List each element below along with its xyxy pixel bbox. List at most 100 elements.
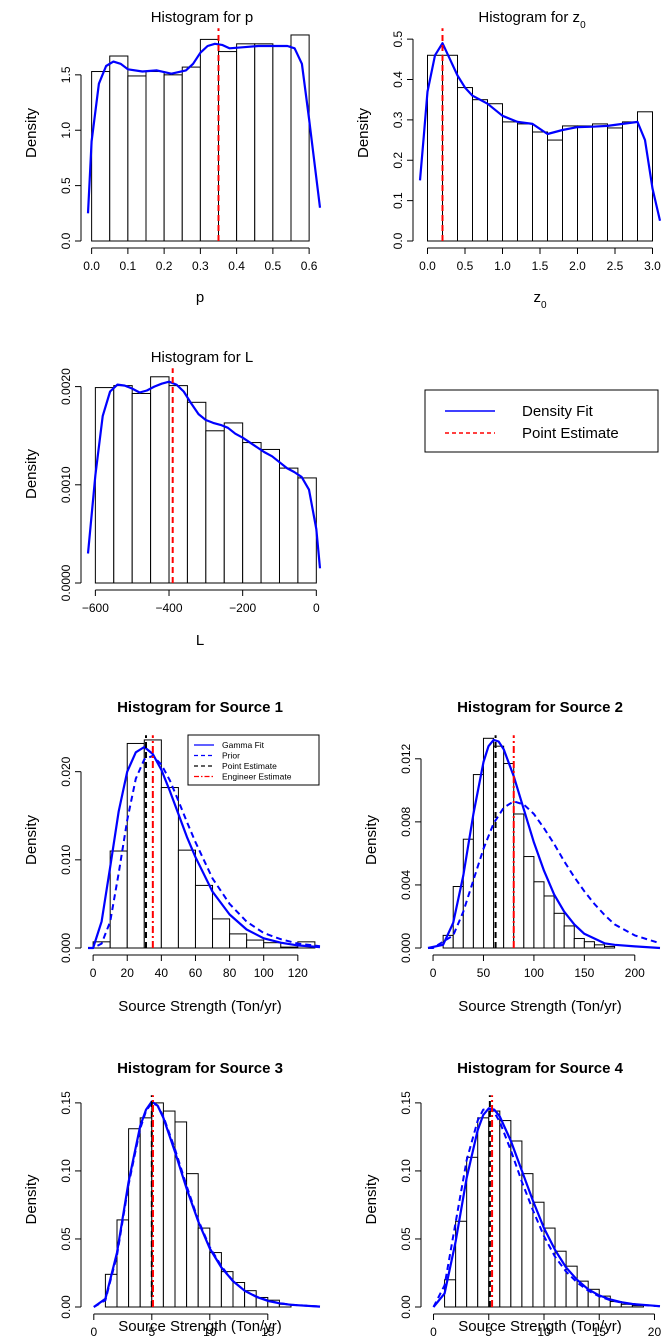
histogram-bar bbox=[177, 849, 196, 949]
x-tick-label: 20 bbox=[648, 1325, 662, 1336]
histogram-bar bbox=[583, 941, 595, 949]
x-tick-label: 0.1 bbox=[120, 259, 137, 273]
histogram-bar bbox=[607, 127, 623, 242]
gamma-fit-curve bbox=[88, 745, 321, 950]
y-tick-label: 0.00 bbox=[399, 1295, 413, 1319]
y-tick-label: 0.000 bbox=[399, 933, 413, 963]
panel-title: Histogram for Source 3 bbox=[117, 1060, 283, 1077]
y-tick-label: 0.3 bbox=[391, 111, 405, 128]
x-tick-label: 100 bbox=[524, 966, 544, 980]
histogram-bar bbox=[218, 51, 238, 242]
y-tick-label: 0.004 bbox=[399, 870, 413, 900]
x-tick-label: 5 bbox=[485, 1325, 492, 1336]
y-axis: 0.0 0.5 1.0 1.5 bbox=[59, 66, 82, 249]
bars bbox=[444, 1110, 644, 1308]
gamma-fit-curve bbox=[427, 738, 661, 950]
x-tick-label: 0.3 bbox=[192, 259, 209, 273]
x-axis: 0.0 0.5 1.0 1.5 2.0 2.5 3.0 bbox=[419, 247, 661, 273]
histogram-bar bbox=[280, 946, 299, 949]
x-axis: 0 5 10 15 bbox=[90, 1313, 275, 1336]
histogram-bar bbox=[290, 34, 310, 242]
x-tick-label: 10 bbox=[203, 1325, 217, 1336]
bars bbox=[92, 739, 316, 949]
y-axis-label: Density bbox=[363, 1174, 380, 1225]
histogram-bar bbox=[604, 945, 616, 949]
panel-title: Histogram for Source 2 bbox=[457, 699, 623, 716]
histogram-bar bbox=[212, 918, 231, 949]
histogram-bar bbox=[517, 123, 533, 242]
x-tick-label: 0.6 bbox=[301, 259, 318, 273]
histogram-bar bbox=[263, 942, 282, 949]
y-tick-label: 0.0020 bbox=[59, 368, 73, 405]
histogram-bar bbox=[113, 385, 133, 584]
histogram-bar bbox=[532, 1201, 545, 1308]
y-axis-label: Density bbox=[23, 1174, 40, 1225]
histogram-bar bbox=[131, 392, 152, 584]
y-tick-label: 0.05 bbox=[59, 1227, 73, 1251]
x-tick-label: 60 bbox=[189, 966, 203, 980]
gamma-fit-curve bbox=[432, 1107, 661, 1308]
histogram-panel-7: Histogram for Source 4 0 5 10 15 20 Source Str… bbox=[363, 1060, 661, 1336]
x-tick-label: 0.5 bbox=[457, 259, 474, 273]
x-axis-label: p bbox=[196, 289, 204, 306]
y-tick-label: 0.5 bbox=[59, 177, 73, 194]
histogram-bar bbox=[163, 74, 183, 242]
histogram-bar bbox=[197, 1227, 211, 1308]
histogram-bar bbox=[482, 737, 495, 949]
histogram-panel-3: Histogram for L −600 −400 −200 0 L 0.0000 0.001… bbox=[23, 349, 322, 649]
histogram-bar bbox=[592, 123, 608, 242]
x-tick-label: −600 bbox=[82, 601, 109, 615]
histogram-bar bbox=[246, 939, 265, 949]
y-axis: 0.000 0.004 0.008 0.012 bbox=[399, 743, 422, 963]
histogram-bar bbox=[523, 856, 535, 949]
histogram-bar bbox=[502, 121, 518, 242]
x-tick-label: −400 bbox=[156, 601, 183, 615]
legend-label: Engineer Estimate bbox=[222, 772, 292, 782]
legend-box bbox=[187, 734, 320, 786]
density-fit-curve bbox=[86, 380, 322, 569]
y-axis: 0.000 0.010 0.020 bbox=[59, 756, 82, 963]
histogram-bar bbox=[162, 1110, 176, 1308]
histogram-bar bbox=[205, 430, 225, 584]
bars bbox=[442, 737, 616, 949]
y-tick-label: 0.0000 bbox=[59, 564, 73, 601]
histogram-bar bbox=[260, 448, 280, 584]
histogram-bar bbox=[593, 944, 606, 949]
x-axis-label: L bbox=[196, 632, 204, 649]
histogram-bar bbox=[209, 1252, 222, 1308]
histogram-bar bbox=[91, 71, 111, 242]
x-axis: 0 20 40 60 80 100 120 bbox=[90, 954, 308, 980]
histogram-bar bbox=[532, 131, 548, 242]
x-tick-label: 0 bbox=[313, 601, 320, 615]
histogram-bar bbox=[442, 54, 458, 242]
histogram-bar bbox=[622, 121, 638, 242]
x-tick-label: 0.0 bbox=[419, 259, 436, 273]
histogram-bar bbox=[94, 387, 115, 584]
histogram-bar bbox=[466, 1156, 479, 1308]
y-axis: 0.0 0.1 0.2 0.3 0.4 0.5 bbox=[391, 30, 414, 249]
x-axis-label: z0 bbox=[533, 289, 547, 311]
histogram-panel-5: Histogram for Source 2 0 50 100 150 200 Source… bbox=[363, 699, 661, 1015]
x-tick-label: 1.0 bbox=[494, 259, 511, 273]
histogram-bar bbox=[116, 1219, 130, 1308]
y-tick-label: 0.10 bbox=[59, 1159, 73, 1183]
x-tick-label: 0.5 bbox=[265, 259, 282, 273]
panel-title: Histogram for z0 bbox=[478, 9, 586, 31]
prior-curve bbox=[88, 754, 321, 949]
density-fit-curve bbox=[418, 42, 662, 222]
histogram-bar bbox=[181, 66, 201, 242]
x-tick-label: 2.0 bbox=[569, 259, 586, 273]
y-tick-label: 0.0 bbox=[59, 232, 73, 249]
histogram-bar bbox=[168, 385, 188, 584]
histogram-bar bbox=[637, 111, 653, 242]
x-axis: 0.0 0.1 0.2 0.3 0.4 0.5 0.6 bbox=[83, 247, 318, 273]
x-tick-label: 0.0 bbox=[83, 259, 100, 273]
x-tick-label: 0.2 bbox=[156, 259, 173, 273]
y-axis: 0.0000 0.0010 0.0020 bbox=[59, 368, 82, 601]
y-tick-label: 0.010 bbox=[59, 844, 73, 874]
x-tick-label: 5 bbox=[148, 1325, 155, 1336]
histogram-bar bbox=[145, 71, 165, 242]
x-tick-label: 100 bbox=[254, 966, 274, 980]
legend-box bbox=[424, 389, 659, 453]
